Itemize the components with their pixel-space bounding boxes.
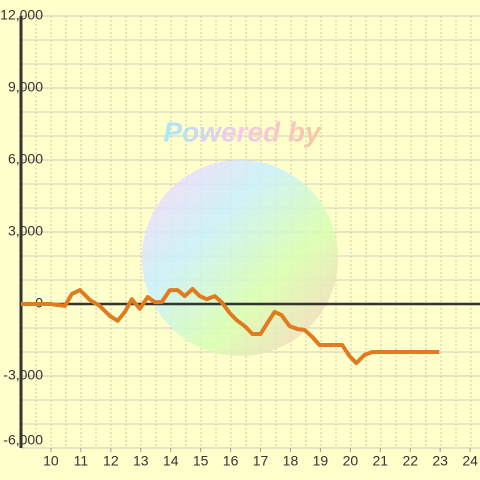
x-tick-label: 15 (193, 453, 209, 469)
y-tick-label: 9,000 (8, 79, 43, 95)
watermark: Powered by (163, 116, 322, 147)
x-tick-label: 23 (432, 453, 448, 469)
x-tick-label: 21 (373, 453, 389, 469)
x-tick-label: 17 (253, 453, 269, 469)
x-tick-label: 22 (402, 453, 418, 469)
y-tick-label: -3,000 (3, 367, 43, 383)
x-tick-label: 19 (313, 453, 329, 469)
watermark-logo (142, 160, 338, 356)
y-tick-label: 12,000 (0, 7, 43, 23)
x-tick-label: 20 (343, 453, 359, 469)
y-tick-label: -6,000 (3, 432, 43, 448)
y-tick-label: 3,000 (8, 223, 43, 239)
x-tick-label: 14 (163, 453, 179, 469)
x-tick-label: 11 (74, 453, 89, 469)
x-tick-label: 16 (223, 453, 239, 469)
x-tick-label: 12 (103, 453, 119, 469)
x-tick-label: 13 (133, 453, 149, 469)
data-line (21, 287, 440, 366)
x-tick-label: 18 (283, 453, 299, 469)
y-tick-label: 6,000 (8, 151, 43, 167)
x-tick-label: 24 (462, 453, 478, 469)
x-tick-label: 10 (43, 453, 59, 469)
